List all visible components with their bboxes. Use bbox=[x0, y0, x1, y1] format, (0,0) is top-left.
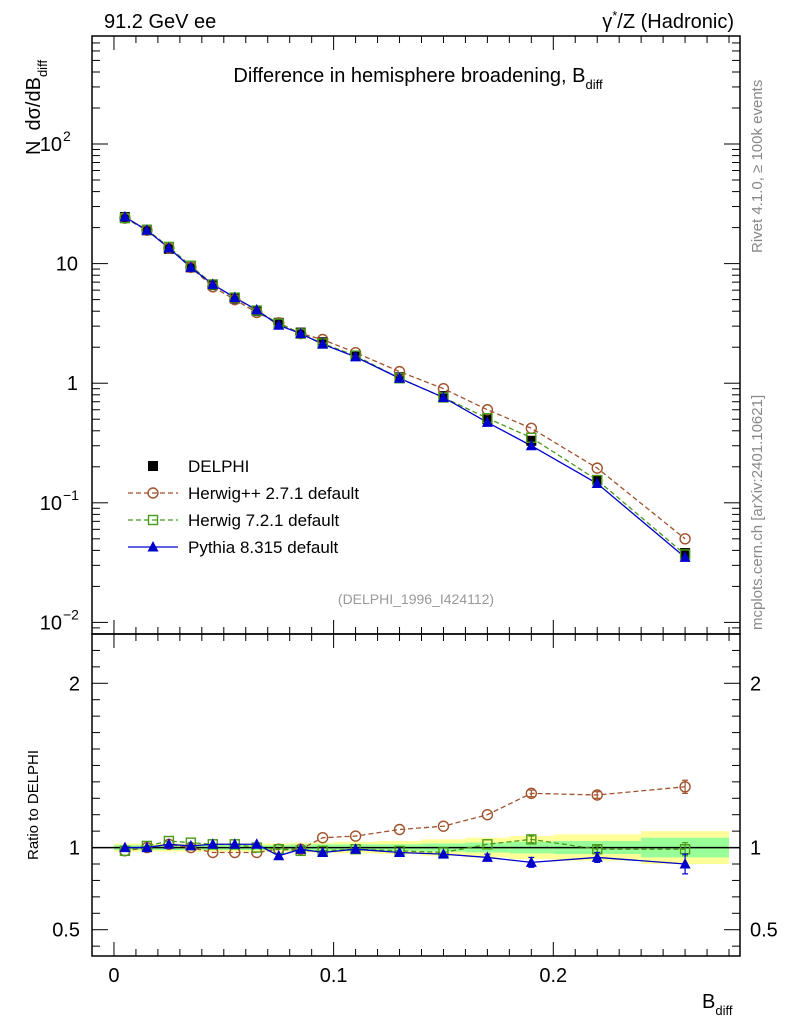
point-triangle bbox=[273, 319, 285, 330]
y-tick-label: 10 bbox=[40, 612, 62, 634]
ratio-point-triangle bbox=[141, 841, 153, 853]
ratio-point-triangle bbox=[394, 846, 406, 857]
point-triangle bbox=[317, 338, 329, 349]
point-triangle bbox=[119, 210, 131, 222]
legend-label: Herwig 7.2.1 default bbox=[188, 511, 339, 530]
ratio-y-tick-label-right: 0.5 bbox=[750, 920, 778, 942]
y-tick-label-exponent: −1 bbox=[63, 487, 79, 503]
legend-marker-triangle bbox=[147, 541, 159, 552]
ratio-point-triangle bbox=[119, 841, 131, 853]
ratio-point-circle bbox=[393, 823, 406, 836]
ratio-point-circle bbox=[525, 787, 538, 800]
y-tick-label: 10 bbox=[40, 493, 62, 515]
ratio-point-triangle bbox=[207, 838, 219, 849]
legend-marker-data bbox=[148, 461, 158, 471]
point-circle bbox=[591, 462, 603, 474]
rivet-version-label: Rivet 4.1.0, ≥ 100k events bbox=[749, 80, 766, 253]
ratio-point-triangle bbox=[350, 843, 362, 854]
ratio-point-triangle bbox=[317, 846, 329, 857]
legend-label: DELPHI bbox=[188, 457, 249, 476]
point-triangle bbox=[229, 291, 241, 303]
ratio-point-circle bbox=[316, 832, 329, 844]
y-tick-label: 10 bbox=[40, 134, 62, 156]
x-tick-label: 0 bbox=[108, 965, 119, 987]
point-triangle bbox=[251, 303, 263, 315]
point-triangle bbox=[679, 551, 691, 562]
ratio-point-triangle bbox=[437, 848, 449, 859]
point-triangle bbox=[141, 224, 153, 235]
ratio-point-triangle bbox=[679, 858, 691, 869]
mcplots-label: mcplots.cern.ch [arXiv:2401.10621] bbox=[749, 395, 766, 630]
point-circle bbox=[481, 404, 494, 416]
plot-title: Difference in hemisphere broadening, Bdi… bbox=[233, 65, 603, 92]
ratio-point-square bbox=[482, 839, 493, 850]
y-axis-label: Ndσ/dBdiff bbox=[23, 60, 50, 155]
ratio-point-triangle bbox=[229, 838, 241, 849]
point-circle bbox=[679, 533, 691, 545]
y-tick-label: 10 bbox=[56, 254, 78, 276]
legend: DELPHI Herwig++ 2.7.1 default Herwig 7.2.1… bbox=[128, 457, 359, 557]
legend-marker-square bbox=[147, 514, 159, 526]
ratio-point-circle bbox=[349, 830, 362, 842]
ratio-point-circle bbox=[481, 809, 494, 821]
point-triangle bbox=[481, 416, 493, 427]
header-process-label: γ*/Z (Hadronic) bbox=[602, 8, 734, 33]
ratio-point-circle bbox=[591, 789, 603, 801]
analysis-label: (DELPHI_1996_I424112) bbox=[338, 591, 494, 607]
ratio-point-circle bbox=[437, 820, 450, 832]
x-tick-label: 0.1 bbox=[320, 965, 348, 987]
ratio-point-triangle bbox=[481, 851, 493, 862]
series-line-triangle bbox=[124, 216, 686, 558]
ratio-point-triangle bbox=[273, 849, 285, 861]
ratio-frame bbox=[91, 633, 741, 957]
ratio-y-tick-label-right: 1 bbox=[750, 838, 761, 860]
ratio-y-axis-label: Ratio to DELPHI bbox=[25, 750, 42, 860]
point-triangle bbox=[295, 327, 307, 339]
series-line-square bbox=[124, 217, 686, 555]
point-triangle bbox=[185, 261, 197, 272]
ratio-point-triangle bbox=[295, 843, 307, 854]
header-energy-label: 91.2 GeV ee bbox=[104, 11, 216, 33]
point-circle bbox=[525, 422, 538, 434]
ratio-point-triangle bbox=[185, 839, 197, 851]
point-triangle bbox=[437, 391, 449, 402]
y-tick-label-exponent: −2 bbox=[63, 606, 79, 622]
ratio-point-triangle bbox=[591, 851, 603, 862]
point-triangle bbox=[207, 278, 219, 289]
y-tick-label-exponent: 2 bbox=[63, 128, 71, 144]
point-triangle bbox=[394, 372, 406, 383]
ratio-y-tick-label-right: 2 bbox=[750, 673, 761, 695]
point-triangle bbox=[591, 477, 603, 489]
point-triangle bbox=[163, 242, 175, 253]
ratio-y-tick-label: 2 bbox=[69, 673, 80, 695]
legend-marker-circle bbox=[147, 487, 159, 499]
ratio-y-tick-label: 0.5 bbox=[52, 920, 80, 942]
x-tick-label: 0.2 bbox=[539, 965, 567, 987]
legend-label: Herwig++ 2.7.1 default bbox=[188, 484, 359, 503]
point-triangle bbox=[350, 350, 362, 362]
ratio-point-triangle bbox=[251, 838, 263, 849]
ratio-point-triangle bbox=[163, 838, 175, 849]
x-axis-label: Bdiff bbox=[702, 991, 733, 1018]
legend-label: Pythia 8.315 default bbox=[188, 538, 339, 557]
ratio-plot-panel: 0 0.1 0.2 0.5 0.5 1 1 2 2 bbox=[52, 633, 778, 987]
ratio-point-triangle bbox=[525, 856, 537, 867]
ratio-y-tick-label: 1 bbox=[69, 838, 80, 860]
ratio-point-square bbox=[526, 834, 537, 845]
ratio-point-circle bbox=[679, 781, 691, 793]
point-triangle bbox=[525, 439, 537, 451]
y-tick-label: 1 bbox=[67, 373, 78, 395]
